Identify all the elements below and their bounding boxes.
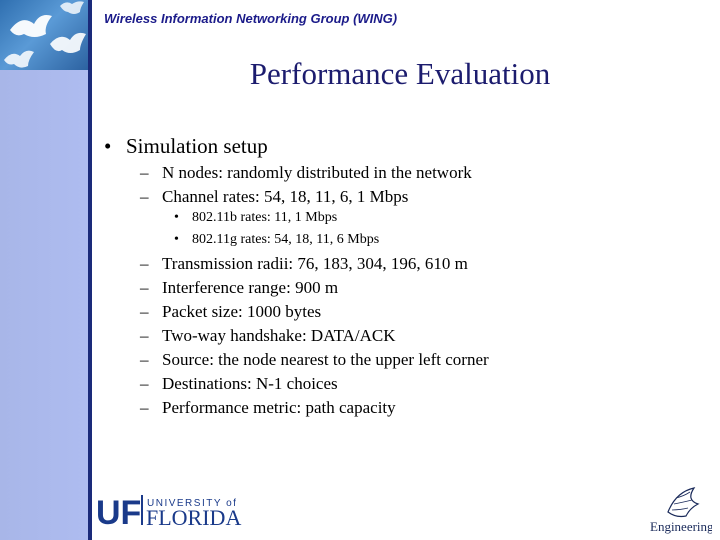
dash-marker: – [140, 326, 149, 345]
university-of-text: UNIVERSITY of [147, 498, 237, 509]
list-item: • 802.11g rates: 54, 18, 11, 6 Mbps [174, 232, 379, 248]
group-header: Wireless Information Networking Group (W… [104, 11, 398, 26]
dash-marker: – [140, 350, 149, 369]
bullet-marker: • [174, 210, 179, 225]
list-item-text: 802.11b rates: 11, 1 Mbps [192, 210, 338, 225]
sidebar-divider [88, 0, 92, 540]
list-item-text: Source: the node nearest to the upper le… [162, 350, 489, 369]
slide-title: Performance Evaluation [249, 56, 551, 91]
engineering-text: Engineering [650, 519, 712, 534]
list-item: – Channel rates: 54, 18, 11, 6, 1 Mbps [140, 187, 408, 207]
sidebar-band [0, 70, 88, 540]
list-item: – N nodes: randomly distributed in the ne… [140, 163, 472, 183]
uf-logo: UF UNIVERSITY of FLORIDA [96, 494, 241, 527]
main-bullet-text: Simulation setup [126, 134, 268, 158]
list-item: – Transmission radii: 76, 183, 304, 196, … [140, 254, 468, 274]
list-item-text: Performance metric: path capacity [162, 398, 396, 417]
dash-marker: – [140, 187, 149, 206]
dash-marker: – [140, 374, 149, 393]
list-item-text: Packet size: 1000 bytes [162, 302, 322, 321]
list-item-text: Interference range: 900 m [162, 278, 339, 297]
uf-letters: UF [96, 494, 141, 527]
dash-marker: – [140, 398, 149, 417]
dash-marker: – [140, 302, 149, 321]
list-item: – Performance metric: path capacity [140, 398, 396, 418]
dove-corner-image [0, 0, 90, 72]
list-item-text: Destinations: N-1 choices [162, 374, 338, 393]
list-item: – Destinations: N-1 choices [140, 374, 338, 394]
engineering-logo: Engineering [650, 487, 712, 534]
dash-marker: – [140, 163, 149, 182]
list-item-text: Transmission radii: 76, 183, 304, 196, 6… [162, 254, 468, 273]
florida-text: FLORIDA [146, 505, 241, 527]
list-item: – Source: the node nearest to the upper l… [140, 350, 489, 370]
list-item-text: Channel rates: 54, 18, 11, 6, 1 Mbps [162, 187, 409, 206]
list-item: – Interference range: 900 m [140, 278, 338, 298]
list-item: • 802.11b rates: 11, 1 Mbps [174, 210, 337, 226]
bullet-marker: • [104, 134, 112, 158]
list-item-text: Two-way handshake: DATA/ACK [162, 326, 396, 345]
dash-marker: – [140, 278, 149, 297]
uf-logo-divider [141, 495, 143, 525]
list-item-text: N nodes: randomly distributed in the net… [162, 163, 472, 182]
list-item: – Two-way handshake: DATA/ACK [140, 326, 396, 346]
list-item-text: 802.11g rates: 54, 18, 11, 6 Mbps [192, 232, 380, 247]
main-bullet: • Simulation setup [104, 134, 268, 159]
list-item: – Packet size: 1000 bytes [140, 302, 321, 322]
bullet-marker: • [174, 232, 179, 247]
dash-marker: – [140, 254, 149, 273]
